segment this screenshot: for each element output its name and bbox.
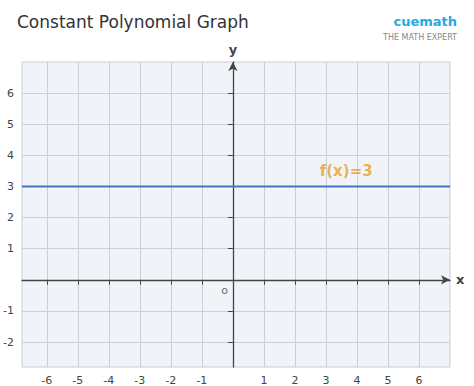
svg-text:cuemath: cuemath: [393, 14, 457, 29]
svg-text:1: 1: [260, 374, 267, 386]
svg-text:4: 4: [353, 374, 360, 386]
svg-text:2: 2: [7, 211, 14, 224]
svg-text:-2: -2: [3, 336, 14, 349]
svg-text:THE MATH EXPERT: THE MATH EXPERT: [382, 33, 457, 42]
svg-text:Constant Polynomial Graph: Constant Polynomial Graph: [17, 12, 249, 32]
svg-text:-1: -1: [196, 374, 207, 386]
svg-text:3: 3: [7, 180, 14, 193]
svg-text:6: 6: [415, 374, 422, 386]
svg-text:o: o: [221, 284, 228, 297]
svg-text:y: y: [229, 42, 238, 57]
svg-text:f(x)=3: f(x)=3: [320, 162, 373, 180]
svg-text:5: 5: [7, 118, 14, 131]
svg-text:1: 1: [7, 242, 14, 255]
svg-text:5: 5: [384, 374, 391, 386]
svg-text:3: 3: [322, 374, 329, 386]
svg-text:-5: -5: [72, 374, 83, 386]
svg-text:x: x: [456, 272, 465, 287]
svg-text:-3: -3: [134, 374, 145, 386]
svg-text:2: 2: [291, 374, 298, 386]
svg-text:-1: -1: [3, 304, 14, 317]
svg-text:4: 4: [7, 149, 14, 162]
svg-text:6: 6: [7, 87, 14, 100]
svg-text:-4: -4: [103, 374, 114, 386]
svg-text:-6: -6: [41, 374, 52, 386]
svg-text:-2: -2: [165, 374, 176, 386]
